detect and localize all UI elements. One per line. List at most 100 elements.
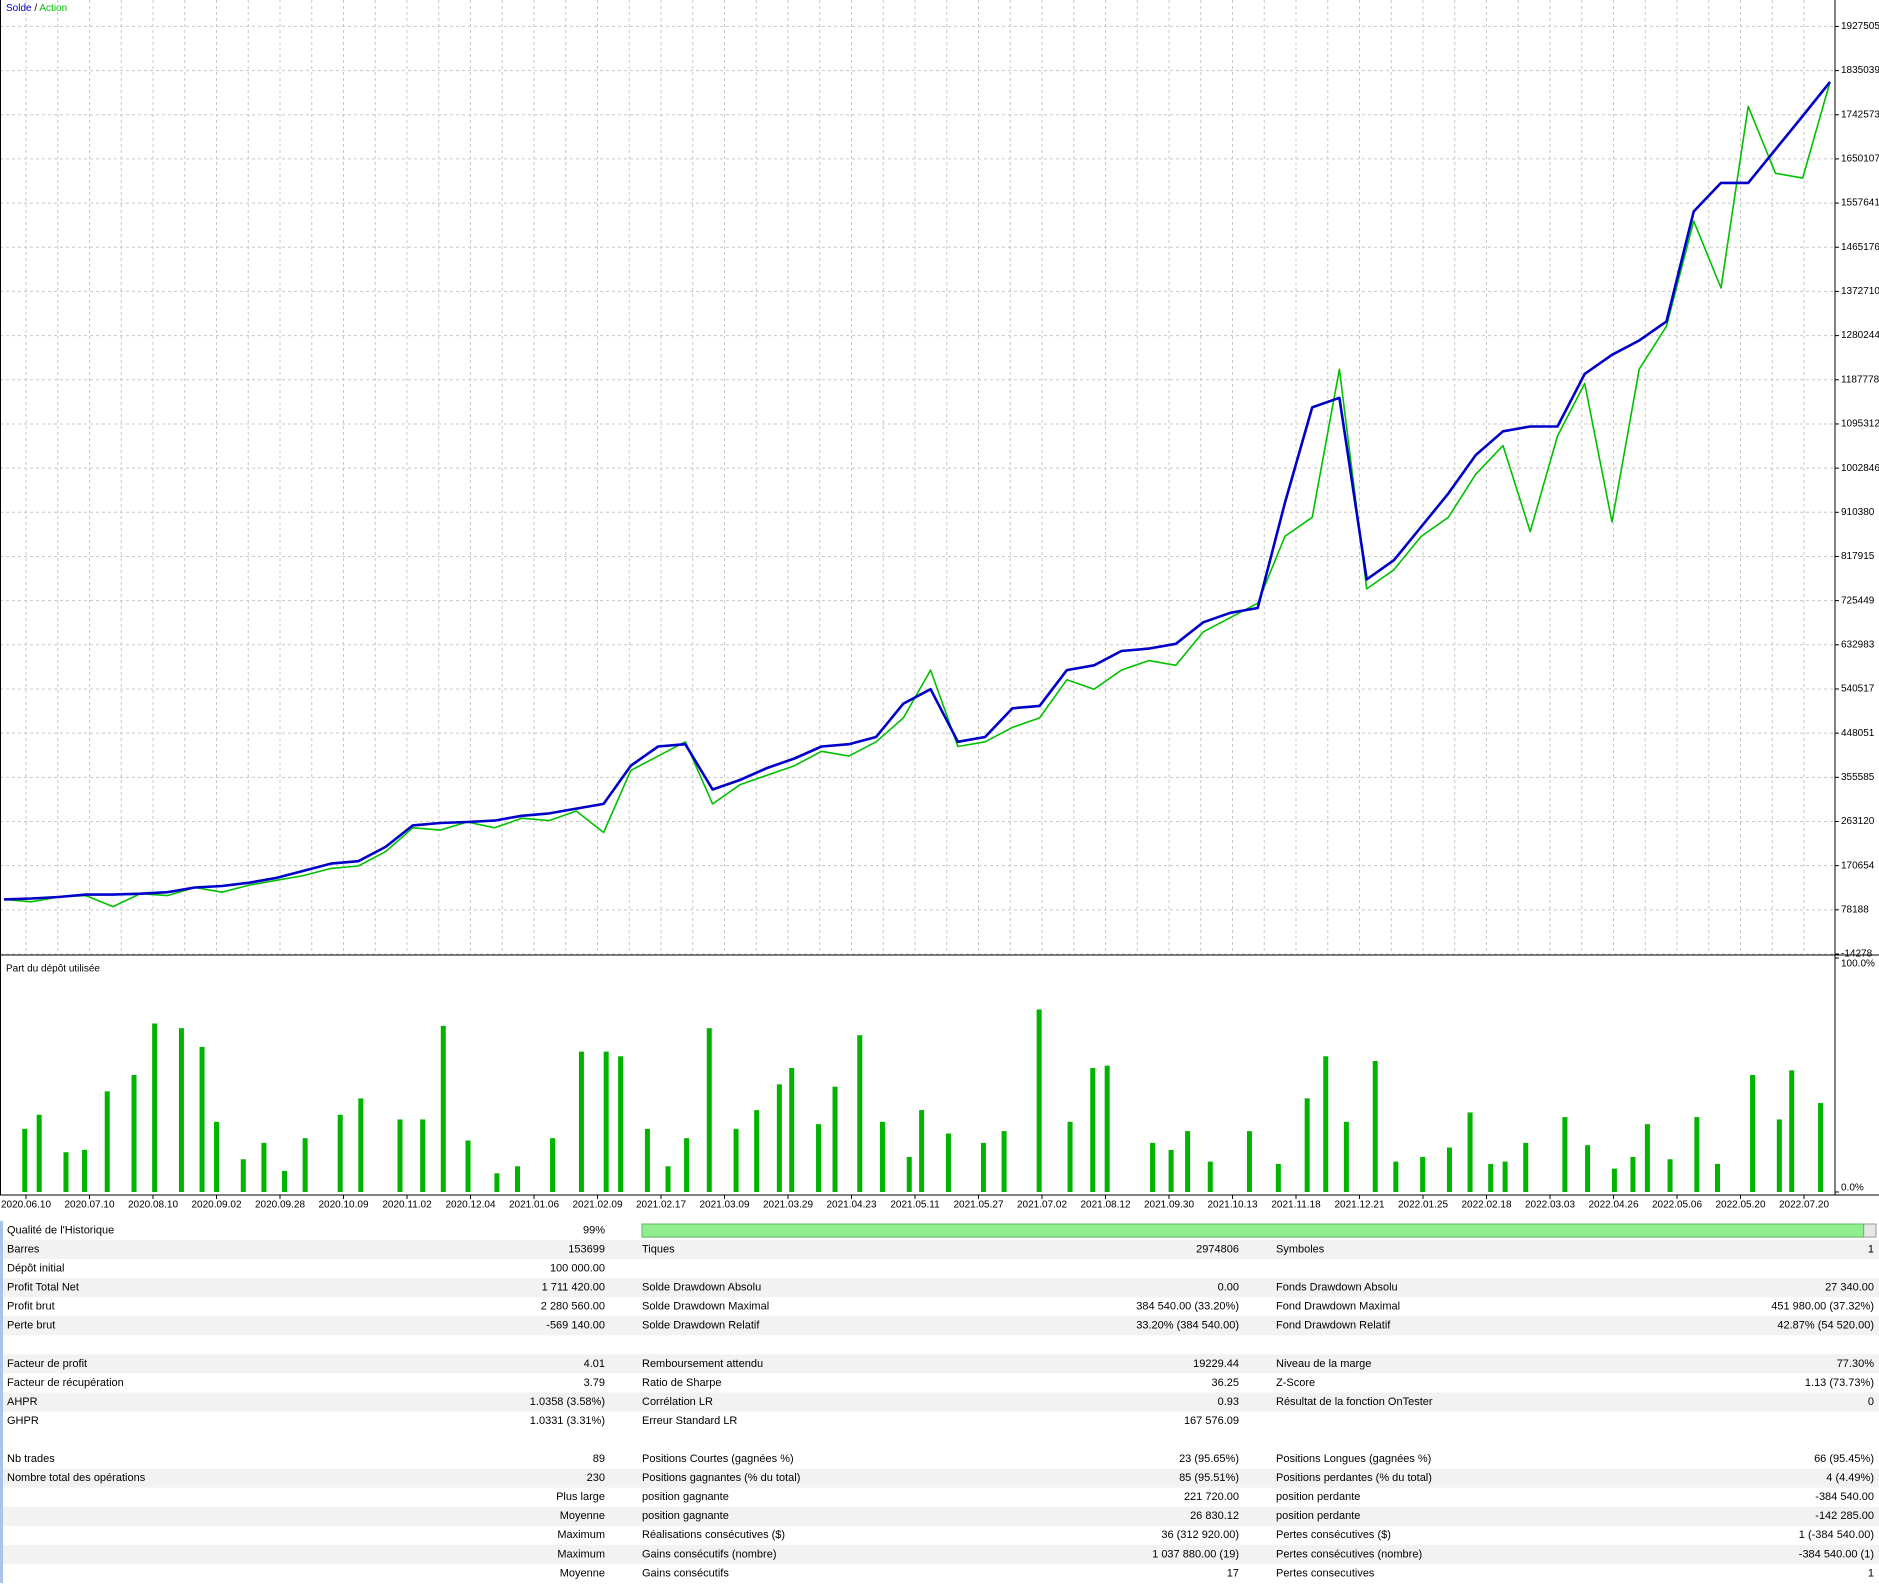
row-background — [3, 1468, 1879, 1488]
bar — [1776, 1119, 1782, 1192]
table-cell: Solde Drawdown Maximal — [642, 1301, 769, 1313]
x-tick-label: 2021.02.17 — [636, 1200, 686, 1211]
x-tick-label: 2021.02.09 — [572, 1200, 622, 1211]
row-background — [3, 1544, 1879, 1564]
chart-title: Part du dépôt utilisée — [6, 964, 100, 975]
legend-entry: Solde — [6, 3, 32, 14]
bar — [754, 1110, 760, 1192]
table-cell: 2974806 — [1196, 1243, 1239, 1255]
bar — [1562, 1117, 1568, 1192]
bar — [1488, 1163, 1494, 1192]
bar — [550, 1138, 556, 1192]
table-cell: Facteur de profit — [7, 1358, 87, 1370]
bar — [684, 1138, 690, 1192]
bar — [706, 1028, 712, 1192]
table-cell: Maximum — [557, 1548, 605, 1560]
bar — [1420, 1156, 1426, 1192]
y-tick-label: 910380 — [1841, 507, 1875, 518]
y-tick-label: 725449 — [1841, 595, 1875, 606]
y-tick-label: 1650107 — [1841, 154, 1879, 165]
y-tick-label: 817915 — [1841, 551, 1875, 562]
bar — [420, 1119, 426, 1192]
table-border — [0, 1221, 3, 1583]
y-tick-label: 170654 — [1841, 860, 1875, 871]
x-tick-label: 2021.03.29 — [763, 1200, 813, 1211]
y-tick-label: 1835039 — [1841, 65, 1879, 76]
table-cell: Résultat de la fonction OnTester — [1276, 1396, 1433, 1408]
x-tick-label: 2022.07.20 — [1779, 1200, 1829, 1211]
table-cell: Solde Drawdown Relatif — [642, 1320, 760, 1332]
bar — [832, 1086, 838, 1192]
table-cell: Positions Courtes (gagnées %) — [642, 1453, 794, 1465]
table-cell: 66 (95.45%) — [1814, 1453, 1874, 1465]
table-cell: -142 285.00 — [1815, 1510, 1874, 1522]
table-cell: 4 (4.49%) — [1826, 1472, 1874, 1484]
bar — [494, 1173, 500, 1192]
x-tick-label: 2021.09.30 — [1144, 1200, 1194, 1211]
table-cell: Remboursement attendu — [642, 1358, 763, 1370]
bar — [1644, 1124, 1650, 1192]
table-cell: Pertes consecutives — [1276, 1567, 1375, 1579]
table-cell: Profit brut — [7, 1301, 55, 1313]
table-cell: 1.0358 (3.58%) — [530, 1396, 605, 1408]
table-cell: AHPR — [7, 1396, 38, 1408]
bar — [397, 1119, 403, 1192]
table-cell: position gagnante — [642, 1510, 729, 1522]
table-cell: Moyenne — [560, 1510, 605, 1522]
bar — [1750, 1075, 1756, 1192]
table-cell: 1 711 420.00 — [542, 1282, 605, 1294]
table-cell: -569 140.00 — [546, 1320, 605, 1332]
table-cell: 26 830.12 — [1190, 1510, 1239, 1522]
x-tick-label: 2022.03.03 — [1525, 1200, 1575, 1211]
table-cell: 0.93 — [1218, 1396, 1239, 1408]
table-cell: 1 — [1868, 1243, 1874, 1255]
x-tick-label: 2022.01.25 — [1398, 1200, 1448, 1211]
table-cell: -384 540.00 — [1815, 1491, 1874, 1503]
y-tick-label: 540517 — [1841, 684, 1875, 695]
bar — [213, 1121, 219, 1192]
bar — [1150, 1142, 1156, 1192]
table-cell: 4.01 — [584, 1358, 605, 1370]
table-cell: GHPR — [7, 1415, 39, 1427]
table-cell: position gagnante — [642, 1491, 729, 1503]
bar — [603, 1051, 609, 1192]
bar — [131, 1075, 137, 1192]
table-cell: Profit Total Net — [7, 1282, 79, 1294]
x-tick-label: 2021.01.06 — [509, 1200, 559, 1211]
table-cell: Pertes consécutives (nombre) — [1276, 1548, 1422, 1560]
table-cell: 42.87% (54 520.00) — [1777, 1320, 1874, 1332]
y-tick-label: 1095312 — [1841, 419, 1879, 430]
x-tick-label: 2021.08.12 — [1080, 1200, 1130, 1211]
bar — [857, 1035, 863, 1192]
bar — [906, 1156, 912, 1192]
bar — [1275, 1163, 1281, 1192]
table-cell: Symboles — [1276, 1243, 1325, 1255]
table-cell: 77.30% — [1837, 1358, 1875, 1370]
table-cell: Positions gagnantes (% du total) — [642, 1472, 800, 1484]
row-background — [3, 1278, 1879, 1298]
bar — [22, 1128, 28, 1192]
table-cell: Z-Score — [1276, 1377, 1315, 1389]
bar — [1523, 1142, 1529, 1192]
bar — [1323, 1056, 1329, 1192]
table-cell: Erreur Standard LR — [642, 1415, 737, 1427]
table-cell: 230 — [587, 1472, 605, 1484]
x-tick-label: 2021.04.23 — [826, 1200, 876, 1211]
bar — [1104, 1065, 1110, 1192]
table-cell: Réalisations consécutives ($) — [642, 1529, 785, 1541]
row-background — [3, 1392, 1879, 1412]
bar — [665, 1166, 671, 1192]
bar — [1036, 1009, 1042, 1192]
table-cell: Plus large — [556, 1491, 605, 1503]
x-tick-label: 2020.11.02 — [382, 1200, 432, 1211]
table-cell: Fond Drawdown Maximal — [1276, 1301, 1400, 1313]
table-cell: 451 980.00 (37.32%) — [1771, 1301, 1874, 1313]
y-tick-label: 448051 — [1841, 728, 1875, 739]
y-tick-label: 1187778 — [1841, 374, 1879, 385]
table-cell: Gains consécutifs — [642, 1567, 729, 1579]
table-cell: 3.79 — [584, 1377, 605, 1389]
bar — [1001, 1131, 1007, 1192]
bar — [1372, 1060, 1378, 1192]
